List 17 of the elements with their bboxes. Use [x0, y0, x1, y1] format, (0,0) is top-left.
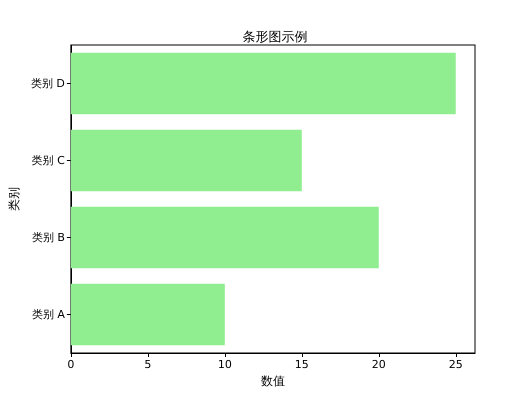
bar — [70, 52, 456, 114]
x-tick-label: 20 — [372, 358, 386, 371]
y-tick-label: 类别 B — [32, 231, 65, 244]
y-tick-label: 类别 A — [32, 308, 66, 321]
y-tick-label: 类别 C — [32, 154, 66, 167]
x-tick-label: 0 — [67, 358, 74, 371]
y-axis-title: 类别 — [7, 187, 21, 211]
bar — [70, 130, 302, 192]
x-tick-label: 25 — [448, 358, 463, 371]
y-tick-label: 类别 D — [30, 77, 65, 90]
x-tick-label: 15 — [294, 358, 309, 371]
x-axis-title: 数值 — [260, 374, 285, 388]
x-tick-label: 5 — [144, 358, 152, 371]
x-tick-label: 10 — [218, 358, 232, 371]
bar — [70, 284, 225, 346]
chart-title: 条形图示例 — [242, 30, 308, 45]
bar — [70, 206, 379, 268]
